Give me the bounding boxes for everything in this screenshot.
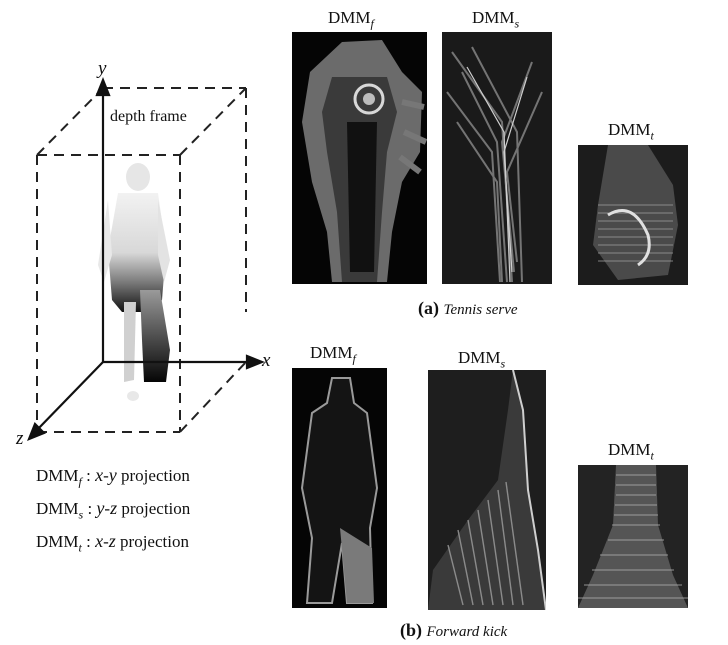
y-axis-label: y — [98, 58, 107, 79]
legend-item-front: DMMf : x-y projection — [36, 465, 190, 489]
box-edges — [36, 87, 247, 433]
row-a-dmm-side — [442, 32, 552, 284]
depth-frame-label: depth frame — [110, 108, 187, 125]
row-a-label-side: DMMs — [472, 8, 520, 31]
row-a-dmm-front — [292, 32, 427, 284]
row-b-dmm-top — [578, 465, 688, 608]
row-b-dmm-side — [428, 370, 546, 610]
axes — [27, 77, 265, 441]
row-b-caption: (b) Forward kick — [400, 620, 508, 640]
legend-item-side: DMMs : y-z projection — [36, 498, 191, 522]
legend-item-top: DMMt : x-z projection — [36, 531, 189, 555]
z-axis-label: z — [16, 428, 24, 449]
x-axis-label: x — [262, 350, 271, 371]
person-silhouette — [98, 163, 170, 401]
row-a-label-top: DMMt — [608, 120, 654, 143]
row-b-dmm-front — [292, 368, 387, 608]
row-a-dmm-top — [578, 145, 688, 285]
row-b-label-top: DMMt — [608, 440, 654, 463]
row-a-label-front: DMMf — [328, 8, 374, 31]
row-b-label-front: DMMf — [310, 343, 356, 366]
depth-box-diagram — [27, 77, 265, 441]
row-a-caption: (a) Tennis serve — [418, 298, 518, 318]
row-b-label-side: DMMs — [458, 348, 506, 371]
